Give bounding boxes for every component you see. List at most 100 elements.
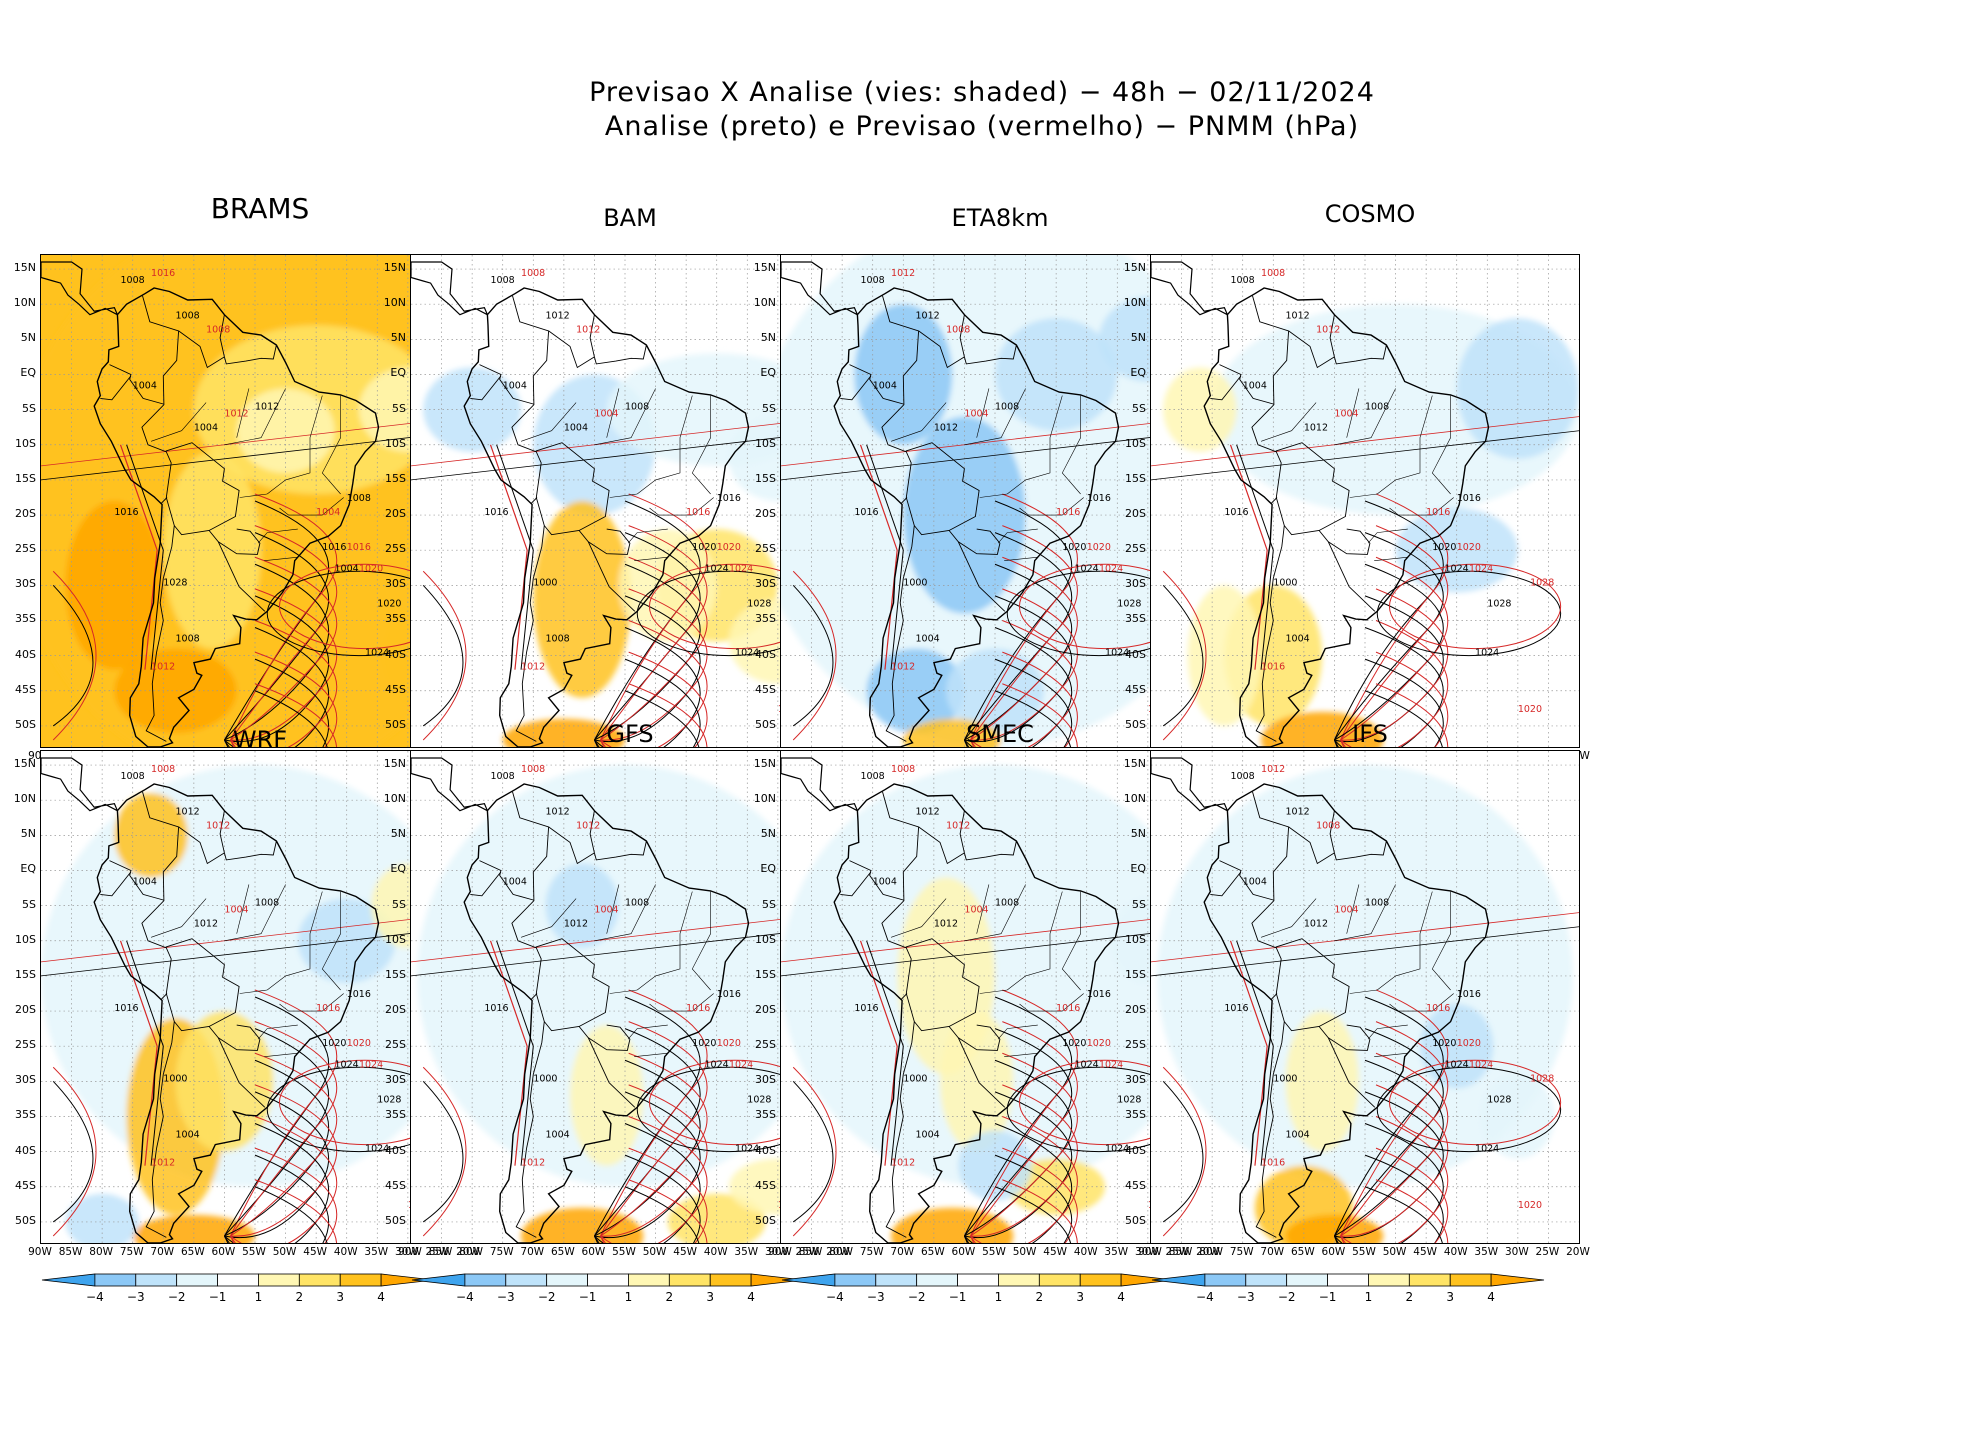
lat-lon-grid	[1151, 751, 1579, 1243]
isobar-analysis	[1376, 1066, 1562, 1153]
state-border	[1019, 497, 1084, 516]
isobar-label-analysis: 1016	[484, 1003, 508, 1014]
isobar-label-forecast: 1008	[1316, 820, 1340, 831]
isobar-forecast	[781, 912, 1209, 963]
bias-area	[866, 648, 965, 733]
lat-tick-label: 15N	[753, 261, 776, 275]
isobar-labels: 1008 1012 1004 1008 1012 1016 1020 1024 1028 1024…	[484, 764, 814, 1211]
country-border	[1270, 497, 1278, 505]
isobar-analysis	[1333, 1186, 1443, 1243]
colorbar-segment	[546, 1273, 588, 1287]
isobar-label-analysis: 1024	[1105, 1144, 1129, 1155]
country-border	[1348, 1082, 1376, 1108]
colorbar-segment	[628, 1273, 670, 1287]
lon-tick-label: 70W	[150, 1246, 175, 1258]
isobar-label-forecast: 1024	[359, 1059, 383, 1070]
country-border	[109, 364, 164, 405]
figure-title-line2: Analise (preto) e Previsao (vermelho) − …	[604, 111, 1360, 142]
lon-tick-label: 60W	[581, 1246, 606, 1258]
isobar-label-analysis: 1008	[1230, 275, 1254, 286]
isobar-analysis	[963, 658, 1073, 747]
isobar-label-forecast: 1004	[316, 507, 340, 518]
lat-tick-label: 25S	[385, 1038, 406, 1052]
isobar-forecast	[1388, 1059, 1562, 1146]
isobar-label-analysis: 1016	[1224, 507, 1248, 518]
country-border	[957, 1037, 980, 1083]
lat-tick-label: 5S	[392, 401, 406, 415]
isobar-forecast	[970, 1116, 1078, 1243]
lat-tick-label: 5S	[22, 897, 36, 911]
isobar-forecast	[970, 620, 1078, 747]
isobar-label-analysis: 1004	[1243, 877, 1267, 888]
isobar-forecast	[970, 683, 1078, 747]
lon-tick-label: 35W	[734, 1246, 759, 1258]
lon-tick-label: 60W	[1321, 1246, 1346, 1258]
state-border	[637, 395, 693, 495]
lat-tick-label: EQ	[20, 366, 36, 380]
state-border	[1374, 556, 1408, 561]
coastline-borders	[1151, 261, 1490, 747]
state-border	[1431, 891, 1451, 991]
lat-tick-label: 50S	[15, 1213, 36, 1227]
map-canvas: 1008 1012 1004 1008 1012 1016 1020 1024 1028 1024…	[41, 751, 469, 1243]
lat-tick-label: 30S	[15, 1073, 36, 1087]
colorbar-tick-label: 4	[1117, 1290, 1125, 1304]
isobar-analysis	[224, 658, 330, 747]
colorbar-tick-label: −2	[1278, 1290, 1296, 1304]
country-border	[530, 497, 538, 505]
isobar-label-analysis: 1016	[322, 542, 346, 553]
isobar-analysis	[593, 1186, 700, 1243]
isobar-analysis	[496, 444, 534, 670]
isobar-forecast	[970, 651, 1078, 747]
isobar-label-forecast: 1020	[359, 563, 383, 574]
lon-tick-label: 40W	[1073, 1246, 1098, 1258]
lat-tick-label: 40S	[1125, 1143, 1146, 1157]
colorbar-tick-label: 3	[336, 1290, 344, 1304]
state-border	[1334, 388, 1396, 446]
country-border	[1348, 586, 1376, 612]
state-border	[1004, 556, 1038, 561]
lon-tick-label: 80W	[459, 1246, 484, 1258]
lat-tick-label: 5S	[22, 401, 36, 415]
country-border	[217, 541, 240, 587]
map-canvas: 1008 1012 1004 1008 1012 1016 1020 1024 1028 1024…	[781, 255, 1209, 747]
lat-tick-label: 5N	[390, 331, 406, 345]
country-border	[548, 330, 595, 369]
country-border	[530, 993, 538, 1001]
isobar-label-forecast: 1012	[521, 662, 545, 673]
lat-tick-label: 15N	[1123, 757, 1146, 771]
isobar-analysis	[41, 926, 469, 977]
panel-title: SMEC	[966, 720, 1034, 748]
colorbar-segment	[1449, 1273, 1492, 1287]
isobar-label-analysis: 1024	[365, 648, 389, 659]
isobars	[781, 416, 1209, 747]
isobar-forecast	[41, 416, 469, 467]
coastline	[833, 287, 1120, 747]
isobar-analysis	[781, 430, 1209, 481]
panel-title: GFS	[606, 720, 654, 748]
isobar-analysis	[792, 585, 834, 727]
lat-tick-label: 20S	[385, 507, 406, 521]
isobar-label-analysis: 1000	[533, 1073, 557, 1084]
bias-area	[65, 1193, 139, 1243]
country-border	[515, 525, 545, 742]
lon-tick-label: 90W	[1138, 1246, 1162, 1258]
lon-tick-label: 90W	[768, 1246, 792, 1258]
isobar-label-forecast: 1024	[1099, 1059, 1123, 1070]
isobar-label-analysis: 1024	[1074, 1059, 1098, 1070]
isobar-forecast	[792, 570, 837, 741]
isobar-analysis	[223, 690, 328, 747]
isobar-forecast	[1340, 525, 1449, 741]
isobar-forecast	[1340, 1179, 1449, 1243]
country-border	[1318, 528, 1371, 555]
colorbar-segment	[1151, 1273, 1206, 1287]
isobar-label-analysis: 1004	[503, 877, 527, 888]
state-border	[964, 388, 1026, 446]
isobar-label-forecast: 1004	[594, 905, 618, 916]
isobar-label-forecast: 1028	[1530, 577, 1554, 588]
state-border	[1367, 1024, 1408, 1040]
lat-tick-label: 25S	[15, 1038, 36, 1052]
state-border	[691, 891, 711, 991]
isobar-forecast	[600, 1179, 708, 1243]
isobar-label-analysis: 1008	[120, 275, 144, 286]
